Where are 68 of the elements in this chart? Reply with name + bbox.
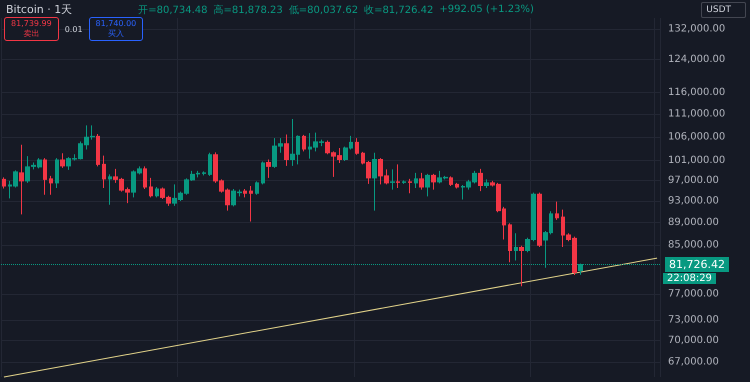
candlestick xyxy=(408,178,412,194)
text: 22:08:29 xyxy=(663,272,716,284)
y-tick-label: 70,000.00 xyxy=(668,335,719,346)
candlestick xyxy=(2,176,6,190)
candlestick xyxy=(143,166,147,190)
candlestick xyxy=(402,180,406,184)
y-tick-label: 132,000.00 xyxy=(668,24,726,35)
candlestick xyxy=(355,138,359,156)
candlestick xyxy=(555,201,559,220)
candlestick xyxy=(149,177,153,198)
candlestick xyxy=(249,185,253,222)
candlestick xyxy=(414,172,418,189)
candlestick xyxy=(55,158,59,189)
candlestick xyxy=(19,144,24,215)
text: 收=81,726.42 xyxy=(364,4,434,16)
text: 开=80,734.48 xyxy=(138,4,208,16)
candlestick xyxy=(425,173,430,197)
chart-title: Bitcoin · 1天 xyxy=(6,2,72,17)
y-tick-label: 89,000.00 xyxy=(668,217,719,228)
text: +992.05 (+1.23%) xyxy=(439,4,534,15)
y-tick-label: 101,000.00 xyxy=(668,155,726,166)
candlestick xyxy=(514,232,518,261)
candlestick xyxy=(449,176,453,186)
candlestick xyxy=(372,152,377,212)
candlestick xyxy=(261,160,265,185)
candlestick xyxy=(390,168,395,190)
ref-line-label: 81,726.42 xyxy=(669,258,725,272)
y-tick-label: 116,000.00 xyxy=(668,87,726,98)
candlestick xyxy=(284,134,289,166)
annotation: 卖出 xyxy=(23,29,40,38)
text: 低=80,037.62 xyxy=(288,4,358,16)
candlestick xyxy=(60,152,65,168)
y-tick-label: 93,000.00 xyxy=(668,196,719,207)
candlestick xyxy=(419,172,424,190)
candlestick xyxy=(431,173,436,190)
candlestick xyxy=(202,170,206,176)
candlestick xyxy=(96,134,100,167)
candlestick xyxy=(43,158,47,196)
annotation: 81,739.99 xyxy=(11,19,52,28)
candlestick xyxy=(455,182,459,190)
candlestick xyxy=(508,222,512,263)
text: 高=81,878.23 xyxy=(214,4,283,16)
annotation: 0.01 xyxy=(64,24,83,34)
text: USDT xyxy=(701,2,746,18)
y-tick-label: 77,000.00 xyxy=(668,288,719,300)
candlestick xyxy=(102,155,106,189)
y-tick-label: 106,000.00 xyxy=(668,131,726,142)
y-tick-label: 124,000.00 xyxy=(668,54,726,66)
candlestick xyxy=(108,174,112,206)
candlestick xyxy=(302,134,306,152)
candlestick xyxy=(49,175,53,196)
candlestick xyxy=(396,164,400,189)
candlestick xyxy=(208,152,212,176)
y-tick-label: 97,000.00 xyxy=(668,174,719,186)
candlestick xyxy=(537,192,542,248)
candlestick xyxy=(255,180,259,196)
y-tick-label: 111,000.00 xyxy=(668,108,726,120)
annotation: 买入 xyxy=(108,29,124,38)
candlestick xyxy=(484,178,489,189)
y-tick-label: 73,000.00 xyxy=(668,314,719,326)
candlestick xyxy=(243,188,247,198)
candlestick xyxy=(519,245,524,287)
candlestick xyxy=(266,159,271,178)
y-tick-label: 67,000.00 xyxy=(668,356,719,368)
annotation: 81,740.00 xyxy=(96,19,136,28)
y-tick-label: 85,000.00 xyxy=(668,240,719,251)
candlestick xyxy=(478,168,483,192)
candlestick xyxy=(155,186,159,198)
